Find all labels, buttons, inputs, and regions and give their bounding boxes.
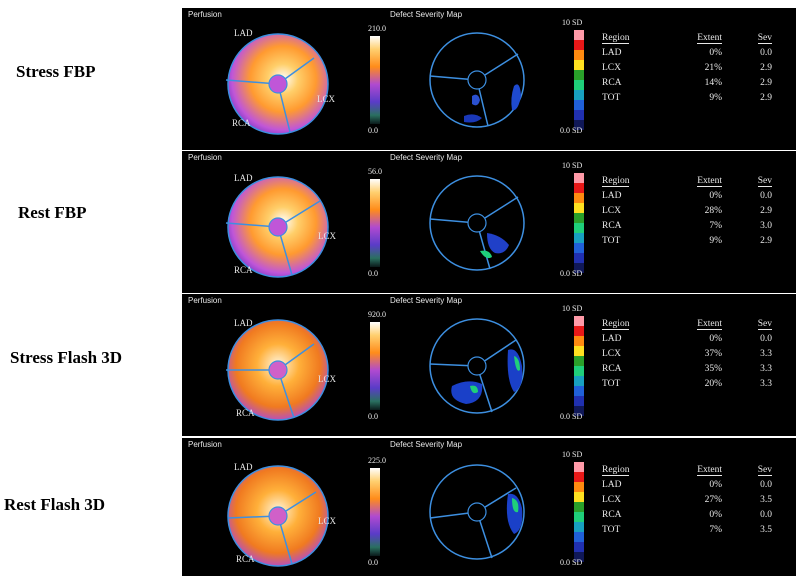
rca-label: RCA	[234, 265, 253, 275]
perfusion-scale-min: 0.0	[368, 412, 378, 421]
table-row: LCX 37% 3.3	[602, 348, 772, 359]
severity-scale-bottom: 0.0 SD	[560, 126, 583, 135]
table-row: LCX 28% 2.9	[602, 205, 772, 216]
th-extent: Extent	[697, 32, 722, 44]
row-label: Stress Flash 3D	[10, 348, 123, 367]
perfusion-color-scale	[370, 36, 380, 124]
table-row: LAD 0% 0.0	[602, 333, 772, 344]
severity-scale-bottom: 0.0 SD	[560, 412, 583, 421]
severity-scale-top: 10 SD	[562, 450, 583, 459]
th-sev: Sev	[757, 318, 772, 330]
lad-label: LAD	[234, 28, 253, 38]
th-sev: Sev	[757, 464, 772, 476]
perfusion-color-scale	[370, 468, 380, 556]
perfusion-color-scale	[370, 179, 380, 267]
severity-scale-bottom: 0.0 SD	[560, 558, 583, 567]
severity-color-scale	[574, 30, 584, 130]
table-row: TOT 20% 3.3	[602, 378, 772, 389]
row-label: Stress FBP	[16, 62, 96, 81]
table-row: LCX 27% 3.5	[602, 494, 772, 505]
th-sev: Sev	[757, 32, 772, 44]
th-extent: Extent	[697, 464, 722, 476]
table-row: RCA 14% 2.9	[602, 77, 772, 88]
defect-header: Defect Severity Map	[390, 296, 463, 305]
lcx-label: LCX	[318, 231, 336, 241]
table-row: LAD 0% 0.0	[602, 47, 772, 58]
panel-image: Perfusion Defect Severity Map	[182, 151, 796, 293]
defect-table: Region Extent Sev LAD 0% 0.0 LCX 27% 3.5 RCA 0%…	[602, 462, 772, 537]
severity-color-scale	[574, 462, 584, 562]
severity-scale-top: 10 SD	[562, 161, 583, 170]
perfusion-scale-max: 56.0	[368, 167, 382, 176]
perfusion-scale-min: 0.0	[368, 126, 378, 135]
th-extent: Extent	[697, 175, 722, 187]
severity-color-scale	[574, 316, 584, 416]
panel-image: Perfusion Defect Severity Map	[182, 438, 796, 576]
rca-label: RCA	[232, 118, 251, 128]
row-label: Rest FBP	[18, 203, 87, 222]
th-sev: Sev	[757, 175, 772, 187]
lad-label: LAD	[234, 462, 253, 472]
panel-image: Perfusion Defect Severity Map	[182, 294, 796, 436]
defect-table: Region Extent Sev LAD 0% 0.0 LCX 28% 2.9 RCA 7%…	[602, 173, 772, 248]
table-row: TOT 7% 3.5	[602, 524, 772, 535]
perfusion-header: Perfusion	[188, 10, 222, 19]
defect-table: Region Extent Sev LAD 0% 0.0 LCX 21% 2.9 RCA 14…	[602, 30, 772, 105]
rca-label: RCA	[236, 408, 255, 418]
table-row: RCA 7% 3.0	[602, 220, 772, 231]
perfusion-header: Perfusion	[188, 153, 222, 162]
lad-label: LAD	[234, 318, 253, 328]
defect-table: Region Extent Sev LAD 0% 0.0 LCX 37% 3.3 RCA 35…	[602, 316, 772, 391]
perfusion-header: Perfusion	[188, 440, 222, 449]
perfusion-header: Perfusion	[188, 296, 222, 305]
table-row: LAD 0% 0.0	[602, 190, 772, 201]
table-row: RCA 35% 3.3	[602, 363, 772, 374]
table-row: LAD 0% 0.0	[602, 479, 772, 490]
perfusion-color-scale	[370, 322, 380, 410]
defect-header: Defect Severity Map	[390, 153, 463, 162]
defect-header: Defect Severity Map	[390, 440, 463, 449]
severity-color-scale	[574, 173, 584, 273]
th-extent: Extent	[697, 318, 722, 330]
panel-image: Perfusion Defect Severity Map	[182, 8, 796, 150]
lcx-label: LCX	[318, 374, 336, 384]
table-row: LCX 21% 2.9	[602, 62, 772, 73]
perfusion-scale-min: 0.0	[368, 558, 378, 567]
th-region: Region	[602, 318, 630, 330]
row-label: Rest Flash 3D	[4, 495, 106, 514]
defect-header: Defect Severity Map	[390, 10, 463, 19]
table-row: RCA 0% 0.0	[602, 509, 772, 520]
th-region: Region	[602, 32, 630, 44]
table-row: TOT 9% 2.9	[602, 92, 772, 103]
table-row: TOT 9% 2.9	[602, 235, 772, 246]
severity-scale-top: 10 SD	[562, 18, 583, 27]
perfusion-scale-max: 210.0	[368, 24, 386, 33]
perfusion-scale-max: 225.0	[368, 456, 386, 465]
th-region: Region	[602, 464, 630, 476]
severity-scale-bottom: 0.0 SD	[560, 269, 583, 278]
perfusion-scale-min: 0.0	[368, 269, 378, 278]
severity-scale-top: 10 SD	[562, 304, 583, 313]
rca-label: RCA	[236, 554, 255, 564]
lcx-label: LCX	[317, 94, 335, 104]
lad-label: LAD	[234, 173, 253, 183]
th-region: Region	[602, 175, 630, 187]
lcx-label: LCX	[318, 516, 336, 526]
perfusion-scale-max: 920.0	[368, 310, 386, 319]
